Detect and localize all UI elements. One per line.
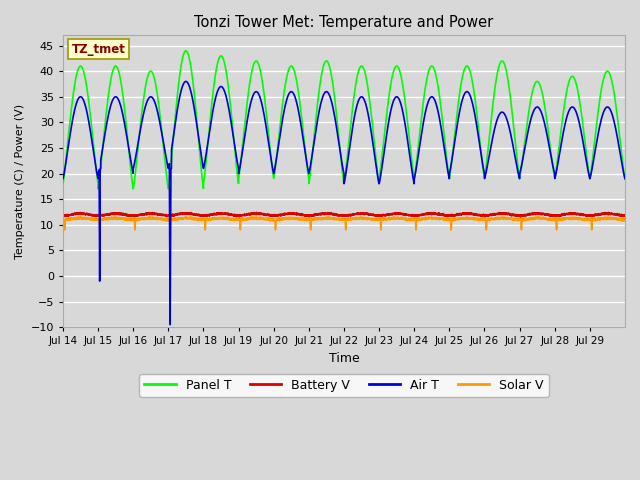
Battery V: [59, 212, 67, 218]
Solar V: [59, 216, 67, 222]
Air T: [166, 322, 174, 327]
Panel T: [365, 93, 373, 99]
Air T: [59, 176, 67, 181]
Y-axis label: Temperature (C) / Power (V): Temperature (C) / Power (V): [15, 104, 25, 259]
Panel T: [182, 48, 190, 54]
Panel T: [499, 58, 506, 64]
Battery V: [499, 210, 506, 216]
Battery V: [621, 212, 629, 218]
Panel T: [59, 181, 67, 187]
Air T: [526, 120, 534, 126]
Air T: [396, 96, 403, 102]
Battery V: [365, 212, 372, 218]
Battery V: [541, 212, 548, 217]
Solar V: [499, 215, 506, 220]
Air T: [365, 116, 373, 122]
Battery V: [517, 214, 525, 220]
Solar V: [526, 216, 534, 222]
Panel T: [621, 176, 629, 181]
Battery V: [601, 209, 609, 215]
Panel T: [526, 101, 534, 107]
Line: Panel T: Panel T: [63, 51, 625, 189]
Line: Solar V: Solar V: [63, 217, 625, 230]
Solar V: [61, 227, 68, 233]
Battery V: [526, 212, 534, 217]
Solar V: [396, 216, 403, 221]
Panel T: [396, 67, 403, 72]
X-axis label: Time: Time: [328, 352, 359, 365]
Line: Battery V: Battery V: [63, 212, 625, 217]
Title: Tonzi Tower Met: Temperature and Power: Tonzi Tower Met: Temperature and Power: [195, 15, 493, 30]
Air T: [621, 176, 629, 181]
Solar V: [621, 217, 629, 223]
Air T: [499, 109, 506, 115]
Air T: [176, 95, 184, 100]
Air T: [541, 120, 548, 126]
Panel T: [541, 102, 548, 108]
Text: TZ_tmet: TZ_tmet: [72, 43, 125, 56]
Battery V: [175, 211, 183, 217]
Air T: [182, 79, 190, 84]
Panel T: [94, 186, 102, 192]
Line: Air T: Air T: [63, 82, 625, 324]
Solar V: [541, 216, 548, 222]
Solar V: [365, 216, 373, 222]
Legend: Panel T, Battery V, Air T, Solar V: Panel T, Battery V, Air T, Solar V: [140, 374, 548, 397]
Solar V: [74, 214, 81, 220]
Panel T: [176, 73, 184, 79]
Solar V: [176, 216, 184, 221]
Battery V: [395, 211, 403, 216]
